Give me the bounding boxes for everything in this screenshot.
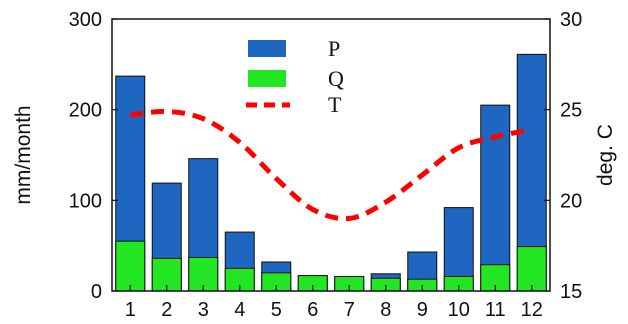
- x-tick-label-11: 11: [485, 299, 506, 321]
- legend-label-p: P: [328, 36, 340, 61]
- y2-axis-title: deg. C: [594, 124, 617, 186]
- y-tick-label-0: 0: [91, 281, 102, 303]
- x-tick-label-7: 7: [344, 299, 355, 321]
- bar-q-12: [516, 246, 547, 292]
- plot-frame: [111, 18, 551, 292]
- bar-p-11: [480, 104, 511, 292]
- y2-tick-label-20: 20: [560, 190, 582, 212]
- x-tick-label-3: 3: [198, 299, 209, 321]
- y2-tick-label-30: 30: [560, 9, 582, 31]
- y-tick-label-300: 300: [69, 9, 102, 31]
- x-tick-label-2: 2: [161, 299, 172, 321]
- y2-tick-label-25: 25: [560, 100, 582, 122]
- y-tick-label-200: 200: [69, 100, 102, 122]
- bars-layer: [115, 53, 547, 292]
- legend-label-t: T: [328, 92, 342, 117]
- y-axis-title: mm/month: [12, 105, 35, 204]
- x-tick-label-5: 5: [271, 299, 282, 321]
- legend-swatch-q: [248, 70, 286, 87]
- x-tick-label-9: 9: [417, 299, 428, 321]
- legend-swatch-p: [248, 40, 286, 57]
- legend-label-q: Q: [328, 66, 344, 91]
- x-tick-label-6: 6: [307, 299, 318, 321]
- x-tick-label-4: 4: [234, 299, 245, 321]
- y2-tick-label-15: 15: [560, 281, 582, 303]
- temperature-line-layer: [129, 108, 533, 222]
- bar-q-1: [115, 240, 146, 292]
- series-line-t: [129, 108, 533, 222]
- x-tick-label-8: 8: [380, 299, 391, 321]
- x-tick-label-10: 10: [448, 299, 470, 321]
- x-tick-label-12: 12: [521, 299, 543, 321]
- x-tick-label-1: 1: [125, 299, 136, 321]
- legend: P Q T: [246, 36, 344, 117]
- y-tick-label-100: 100: [69, 190, 102, 212]
